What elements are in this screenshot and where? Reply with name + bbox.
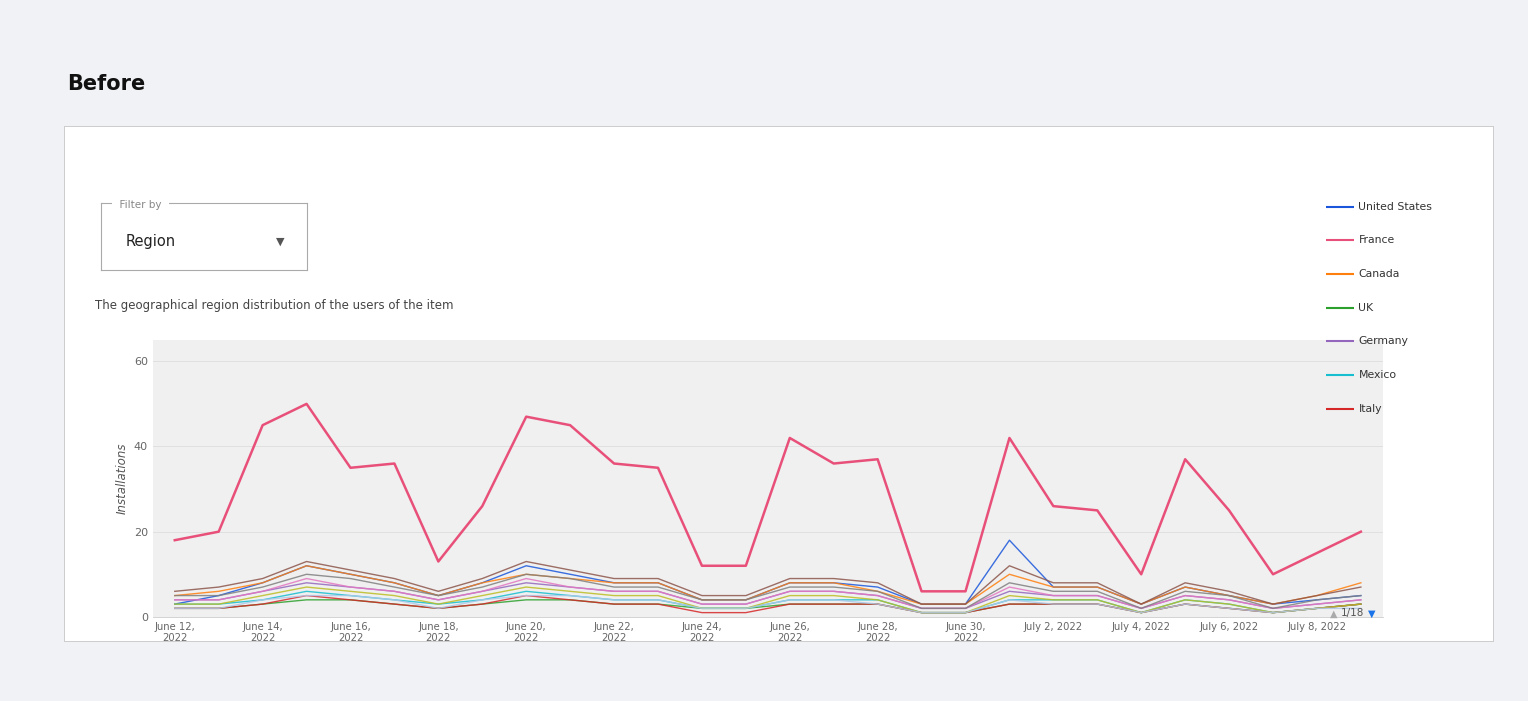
Text: Canada: Canada	[1358, 269, 1400, 279]
Text: Region: Region	[125, 234, 176, 250]
Text: 1/18: 1/18	[1340, 608, 1365, 618]
Text: Germany: Germany	[1358, 336, 1409, 346]
Y-axis label: Installations: Installations	[115, 443, 128, 514]
Text: The geographical region distribution of the users of the item: The geographical region distribution of …	[95, 299, 454, 313]
Text: ▼: ▼	[277, 237, 284, 247]
Text: ▼: ▼	[1369, 608, 1375, 618]
Text: Filter by: Filter by	[113, 200, 168, 210]
Text: Italy: Italy	[1358, 404, 1381, 414]
Text: ▲: ▲	[1331, 608, 1337, 618]
Text: Mexico: Mexico	[1358, 370, 1397, 380]
Text: Before: Before	[67, 74, 145, 94]
Text: France: France	[1358, 236, 1395, 245]
Text: United States: United States	[1358, 202, 1432, 212]
Text: UK: UK	[1358, 303, 1374, 313]
